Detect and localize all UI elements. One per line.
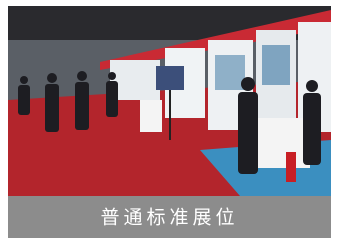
poster <box>262 45 290 85</box>
caption: 普通标准展位 <box>100 207 238 229</box>
monitor <box>156 66 184 90</box>
fire-extinguisher <box>286 152 296 182</box>
poster <box>215 55 245 90</box>
page: 普通标准展位 (() => { const data = JSON.parse(… <box>0 0 339 243</box>
counter <box>140 100 162 132</box>
photo-card: 普通标准展位 <box>0 0 339 243</box>
photo <box>8 6 331 196</box>
